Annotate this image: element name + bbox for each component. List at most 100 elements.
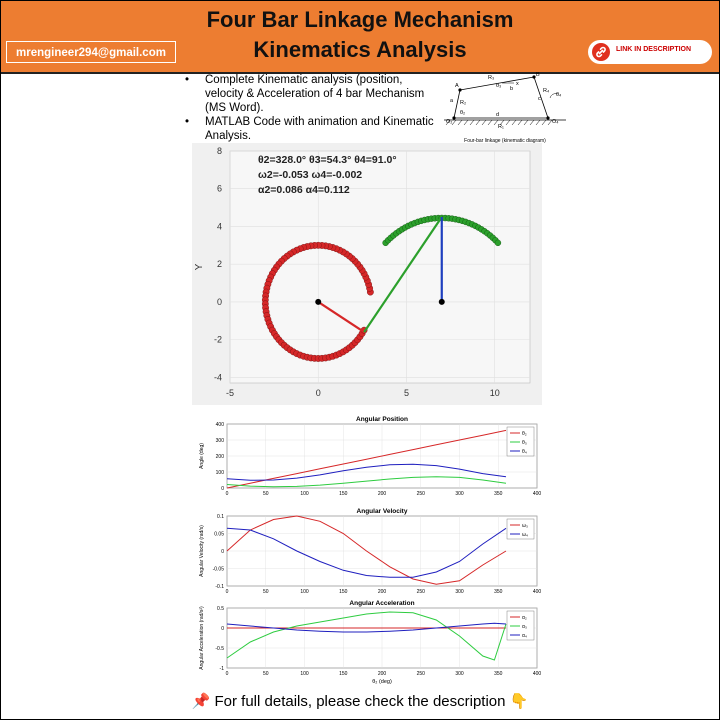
- y-tick-label: 0: [221, 486, 224, 492]
- x-tick-label: 50: [263, 589, 269, 595]
- chart-1: Angular Position 0 50 100 150 200 250 300 350 400…: [199, 416, 541, 497]
- x-tick-label: 300: [455, 671, 464, 677]
- y-tick-label: 0.5: [217, 606, 224, 612]
- x-tick-label: 150: [339, 671, 348, 677]
- x-tick-label: 100: [300, 589, 309, 595]
- kinematic-diagram: A B R₃ R₂ R₄ R₁ O₂ O₄ a b c d θ₂ θ₃ θ₄ x…: [440, 70, 570, 144]
- bullet-list: • Complete Kinematic analysis (position, …: [183, 73, 443, 143]
- chart-title: Angular Acceleration: [349, 600, 414, 607]
- link-icon: [592, 43, 610, 61]
- footer-text: For full details, please check the descr…: [214, 693, 506, 710]
- kinematic-readout: θ2=328.0° θ3=54.3° θ4=91.0°: [258, 154, 397, 166]
- x-tick-label: 250: [417, 671, 426, 677]
- chart-3: Angular Acceleration 0 50 100 150 200 250 300 35…: [199, 600, 541, 685]
- kin-label-b: B: [536, 72, 540, 78]
- y-axis-label: Angular Acceleration (rad/s²): [199, 606, 205, 670]
- series-line: [226, 527, 507, 578]
- y-axis-label: Angle (deg): [199, 443, 205, 469]
- chart-legend: ω₃ ω₄: [506, 518, 535, 540]
- kin-label-o2: O₂: [446, 119, 452, 125]
- x-tick-label: 150: [339, 589, 348, 595]
- kin-label-r4: R₄: [543, 88, 550, 94]
- legend-box: [506, 518, 535, 540]
- y-tick-label: 4: [217, 221, 222, 231]
- y-tick-label: -0.1: [215, 584, 224, 590]
- x-tick-label: 0: [226, 589, 229, 595]
- kin-label-theta2: θ₂: [460, 110, 465, 116]
- kin-label-a-link: a: [450, 98, 454, 104]
- kin-label-x: x: [516, 81, 519, 87]
- y-tick-label: 0: [221, 549, 224, 555]
- kin-label-o4: O₄: [552, 119, 559, 125]
- x-tick-label: 0: [226, 671, 229, 677]
- crank-trace: [261, 241, 374, 362]
- y-tick-label: -4: [214, 372, 222, 382]
- legend-label: α₂: [522, 615, 527, 621]
- x-tick-label: 200: [378, 589, 387, 595]
- x-tick-label: 300: [455, 491, 464, 497]
- y-tick-label: -1: [220, 666, 225, 672]
- legend-label: ω₄: [522, 532, 528, 538]
- header-banner: Four Bar Linkage Mechanism Kinematics An…: [1, 1, 719, 74]
- chart-title: Angular Position: [356, 416, 408, 423]
- crank-link: [317, 300, 365, 333]
- bullet-text: Complete Kinematic analysis (position, v…: [205, 74, 425, 114]
- y-tick-label: 400: [216, 422, 225, 428]
- y-tick-label: -0.05: [213, 567, 225, 573]
- kin-label-c-link: c: [538, 96, 541, 102]
- series-line: [226, 515, 507, 585]
- chart-2: Angular Velocity 0 50 100 150 200 250 300 350 400…: [199, 508, 541, 595]
- legend-label: ω₃: [522, 523, 528, 529]
- kin-label-theta4: θ₄: [556, 92, 562, 98]
- bullet-text: MATLAB Code with animation and Kinematic…: [205, 116, 434, 142]
- y-tick-label: 6: [217, 184, 222, 194]
- kin-label-r1: R₁: [498, 124, 504, 130]
- list-item: • Complete Kinematic analysis (position, …: [185, 74, 425, 114]
- list-item: • MATLAB Code with animation and Kinemati…: [185, 116, 434, 142]
- legend-label: α₄: [522, 633, 527, 639]
- y-tick-label: 300: [216, 438, 225, 444]
- y-tick-label: 0.1: [217, 514, 224, 520]
- kin-label-r3: R₃: [488, 75, 494, 81]
- x-tick-label: 250: [417, 589, 426, 595]
- x-tick-label: 0: [316, 388, 321, 398]
- series-line: [226, 622, 507, 633]
- x-tick-label: 100: [300, 671, 309, 677]
- link-in-description-button[interactable]: LINK IN DESCRIPTION: [588, 40, 712, 64]
- ground-pivot-o4: [438, 298, 445, 305]
- kin-label-a: A: [455, 83, 459, 89]
- x-tick-label: 200: [378, 671, 387, 677]
- x-tick-label: -5: [226, 388, 234, 398]
- x-tick-label: 250: [417, 491, 426, 497]
- legend-label: θ₃: [522, 440, 527, 446]
- series-line: [226, 463, 507, 481]
- page-subtitle: Kinematics Analysis: [253, 37, 467, 62]
- x-tick-label: 300: [455, 589, 464, 595]
- x-tick-label: 0: [226, 491, 229, 497]
- link-label: LINK IN DESCRIPTION: [616, 46, 692, 53]
- x-tick-label: 10: [490, 388, 500, 398]
- chart-legend: α₂ α₃ α₄: [506, 610, 535, 641]
- series-line: [226, 611, 507, 661]
- chart-legend: θ₂ θ₃ θ₄: [506, 426, 535, 457]
- y-tick-label: 100: [216, 470, 225, 476]
- kin-label-d-link: d: [496, 112, 499, 118]
- x-tick-label: 400: [533, 671, 542, 677]
- kinematic-plots: Angular Position 0 50 100 150 200 250 300 350 400…: [195, 412, 545, 687]
- x-axis-label: θ₂ (deg): [372, 679, 392, 685]
- y-tick-label: 0: [217, 297, 222, 307]
- chart-title: Angular Velocity: [357, 508, 408, 515]
- x-tick-label: 400: [533, 589, 542, 595]
- footer-note: 📌 For full details, please check the des…: [0, 692, 720, 710]
- legend-label: α₃: [522, 624, 527, 630]
- x-tick-label: 50: [263, 671, 269, 677]
- y-axis-label: Y: [194, 263, 205, 270]
- coupler-link: [363, 216, 443, 333]
- x-tick-label: 400: [533, 491, 542, 497]
- y-tick-label: 0.05: [214, 532, 224, 538]
- kin-label-theta3: θ₃: [496, 83, 501, 89]
- email-label[interactable]: mrengineer294@gmail.com: [6, 41, 176, 63]
- series-line: [226, 429, 507, 489]
- y-tick-label: 0: [221, 626, 224, 632]
